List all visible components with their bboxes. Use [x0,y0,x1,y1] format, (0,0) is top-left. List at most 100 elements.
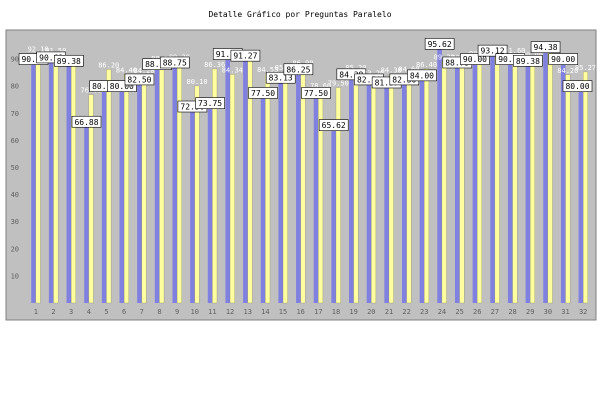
bar-paralelo [102,86,107,303]
x-tick-label: 12 [226,308,234,316]
x-tick-label: 8 [157,308,161,316]
data-label-total: 86.40 [416,61,437,69]
data-label-text: 95.62 [428,40,452,49]
data-label-paralelo: 80.00 [563,81,592,92]
x-tick-label: 22 [402,308,410,316]
data-label-text: 86.25 [286,65,310,74]
bar-paralelo [225,54,230,303]
bar-total [460,62,465,303]
y-tick-label: 80 [11,83,19,91]
data-label-text: 90.00 [551,55,575,64]
data-label-paralelo: 65.62 [319,120,348,131]
bar-paralelo [508,59,513,303]
x-tick-label: 26 [473,308,481,316]
x-tick-label: 5 [104,308,108,316]
data-label-total: 84.34 [222,66,243,74]
bar-total [159,63,164,303]
bar-paralelo [84,122,89,303]
data-label-text: 77.50 [304,89,328,98]
data-label-paralelo: 84.00 [407,70,436,81]
bar-total [177,61,182,303]
bar-total [407,74,412,303]
data-label-text: 80.00 [565,82,589,91]
bar-total [142,75,147,303]
bar-paralelo [526,61,531,303]
bar-paralelo [31,59,36,303]
data-label-paralelo: 73.75 [196,98,225,109]
x-tick-label: 13 [243,308,251,316]
bar-total [389,75,394,303]
y-tick-label: 40 [11,191,19,199]
bar-total [36,53,41,303]
x-tick-label: 15 [279,308,287,316]
data-label-text: 66.88 [74,118,98,127]
x-tick-label: 20 [367,308,375,316]
data-label-text: 89.38 [516,57,540,66]
bar-paralelo [137,79,142,303]
bar-paralelo [561,59,566,303]
bar-total [566,75,571,303]
x-tick-label: 23 [420,308,428,316]
x-tick-label: 14 [261,308,269,316]
bar-paralelo [296,69,301,303]
x-tick-label: 31 [561,308,569,316]
bar-total [495,53,500,303]
x-tick-label: 9 [175,308,179,316]
bar-paralelo [543,47,548,303]
data-label-paralelo: 88.75 [160,57,189,68]
data-label-paralelo: 95.62 [425,38,454,49]
bar-total [71,63,76,303]
y-tick-label: 20 [11,245,19,253]
data-label-text: 91.27 [233,52,257,61]
data-label-total: 80.10 [186,78,207,86]
bar-total [548,52,553,303]
data-label-paralelo: 77.50 [249,87,278,98]
data-label-paralelo: 86.25 [284,64,313,75]
bar-total [106,69,111,303]
data-label-text: 89.38 [57,57,81,66]
data-label-total: 79.50 [328,80,349,88]
bar-paralelo [402,79,407,303]
y-tick-label: 70 [11,110,19,118]
x-tick-label: 10 [191,308,199,316]
x-tick-label: 2 [51,308,55,316]
data-label-paralelo: 82.50 [125,74,154,85]
y-tick-label: 90 [11,56,19,64]
bar-paralelo [455,62,460,303]
y-tick-label: 50 [11,164,19,172]
y-axis: 10 20 30 40 50 60 70 80 90 [11,56,19,281]
bar-paralelo [331,125,336,303]
data-label-paralelo: 77.50 [302,87,331,98]
data-label-text: 73.75 [198,99,222,108]
y-tick-label: 10 [11,272,19,280]
bar-total [53,55,58,303]
data-label-text: 77.50 [251,89,275,98]
data-label-paralelo: 89.38 [54,55,83,66]
data-label-paralelo: 90.00 [549,54,578,65]
bar-paralelo [349,74,354,303]
bar-paralelo [243,56,248,303]
bar-paralelo [437,44,442,303]
bar-total [530,59,535,303]
bar-total [265,74,270,303]
data-label-paralelo: 89.38 [513,55,542,66]
bar-paralelo [49,57,54,303]
data-label-text: 65.62 [322,121,346,130]
bar-total [301,68,306,303]
bar-total [583,72,588,303]
data-label-total: 85.27 [575,64,596,72]
bar-total [230,74,235,303]
data-label-text: 88.75 [163,58,187,67]
x-tick-label: 16 [296,308,304,316]
bar-total [124,74,129,303]
bar-total [195,86,200,303]
data-label-text: 83.13 [269,74,293,83]
bar-paralelo [384,82,389,303]
bar-paralelo [490,51,495,303]
x-tick-label: 32 [579,308,587,316]
x-tick-label: 18 [332,308,340,316]
x-tick-label: 19 [349,308,357,316]
x-tick-label: 3 [69,308,73,316]
bar-paralelo [420,75,425,303]
x-tick-label: 25 [455,308,463,316]
